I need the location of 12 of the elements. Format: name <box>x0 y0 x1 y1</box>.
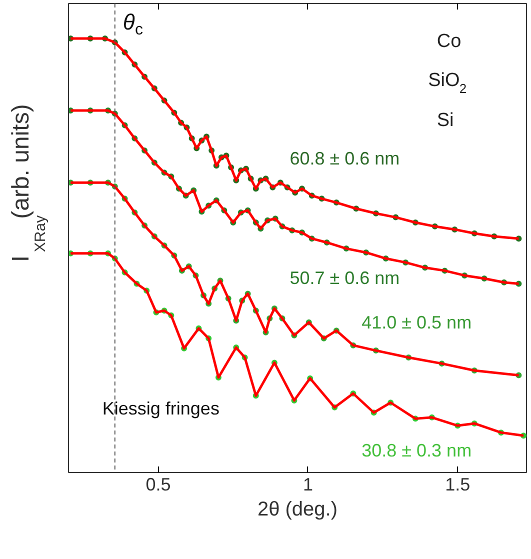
x-tick-label: 0.5 <box>146 474 171 494</box>
x-tick-label: 1.5 <box>445 474 470 494</box>
annotation: 60.8 ± 0.6 nm <box>290 148 400 168</box>
annotation: Kiessig fringes <box>102 398 220 419</box>
y-axis-title: IXRay (arb. units) <box>8 104 49 262</box>
annotation: 30.8 ± 0.3 nm <box>362 440 472 460</box>
x-axis-title: 2θ (deg.) <box>257 498 338 520</box>
annotation: 50.7 ± 0.6 nm <box>290 268 400 288</box>
annotation: Si <box>436 110 454 132</box>
annotation: Co <box>436 31 462 52</box>
x-tick-label: 1 <box>302 474 313 494</box>
annotation: 41.0 ± 0.5 nm <box>362 312 472 332</box>
